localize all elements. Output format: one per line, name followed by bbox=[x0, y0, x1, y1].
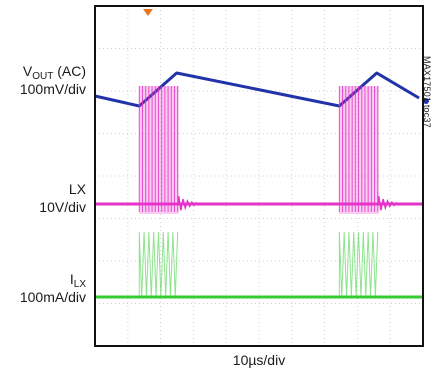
ilx-scale: 100mA/div bbox=[19, 289, 86, 305]
vout-channel-marker bbox=[423, 98, 429, 104]
trigger-marker bbox=[143, 9, 153, 16]
graticule-grid bbox=[95, 6, 423, 346]
ilx-ripple bbox=[338, 231, 379, 298]
plot-frame bbox=[94, 5, 424, 347]
lx-channel-label: LX 10V/div bbox=[0, 180, 86, 216]
lx-scale: 10V/div bbox=[39, 199, 86, 215]
vout-channel-label: VOUT (AC) 100mV/div bbox=[0, 62, 86, 98]
vout-scale: 100mV/div bbox=[19, 81, 86, 97]
x-axis-label: 10µs/div bbox=[232, 352, 286, 368]
graph-tag: MAX17501 toc37 bbox=[422, 56, 432, 128]
ilx-ripple bbox=[138, 231, 179, 298]
scope-traces bbox=[94, 9, 429, 299]
vout-trace bbox=[94, 71, 420, 108]
ilx-channel-label: ILX 100mA/div bbox=[0, 270, 86, 306]
